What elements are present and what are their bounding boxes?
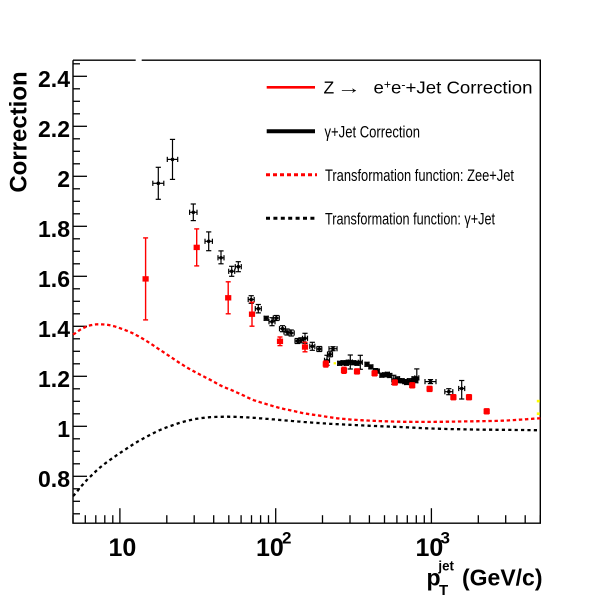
svg-text:1.8: 1.8 xyxy=(38,216,70,242)
svg-text:p: p xyxy=(427,564,441,590)
svg-text:Z: Z xyxy=(324,78,335,98)
svg-text:1.6: 1.6 xyxy=(38,266,70,292)
svg-text:→: → xyxy=(337,78,361,98)
svg-text:3: 3 xyxy=(441,529,450,548)
svg-text:e+e-+Jet Correction: e+e-+Jet Correction xyxy=(374,78,533,98)
svg-text:1.2: 1.2 xyxy=(38,366,70,392)
svg-text:0.8: 0.8 xyxy=(38,466,70,492)
svg-text:1.4: 1.4 xyxy=(38,316,70,342)
svg-text:γ+Jet Correction: γ+Jet Correction xyxy=(325,124,421,142)
svg-text:2.4: 2.4 xyxy=(38,66,70,92)
svg-text:2: 2 xyxy=(282,529,291,548)
svg-text:2: 2 xyxy=(57,166,70,192)
svg-text:(GeV/c): (GeV/c) xyxy=(462,564,543,590)
svg-text:jet: jet xyxy=(437,559,454,574)
svg-text:Correction: Correction xyxy=(6,71,33,192)
svg-text:2.2: 2.2 xyxy=(38,116,70,142)
svg-text:Transformation function: Zee+J: Transformation function: Zee+Jet xyxy=(325,167,514,185)
svg-text:Transformation function: γ+Jet: Transformation function: γ+Jet xyxy=(325,211,495,229)
svg-text:10: 10 xyxy=(256,534,284,562)
svg-text:1: 1 xyxy=(57,416,70,442)
svg-text:10: 10 xyxy=(109,534,137,562)
svg-text:T: T xyxy=(439,582,448,599)
svg-text:10: 10 xyxy=(416,534,444,562)
